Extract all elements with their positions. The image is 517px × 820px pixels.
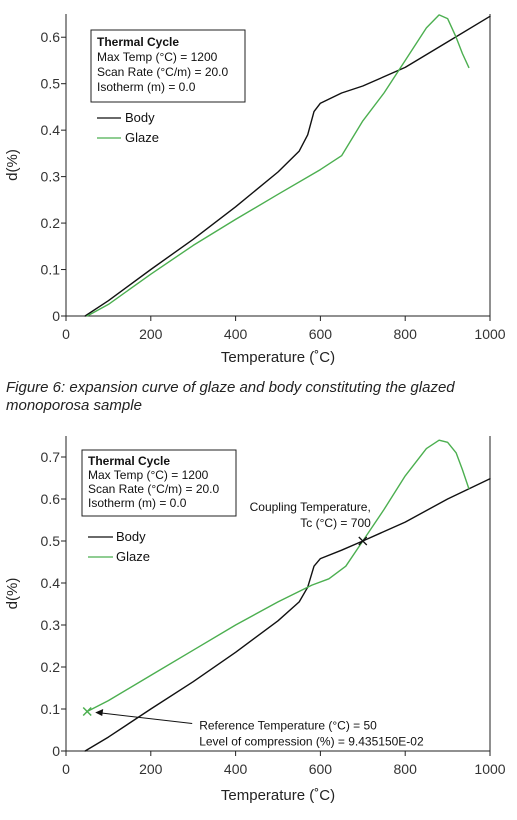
info-box-line: Isotherm (m) = 0.0 [97,80,196,94]
info-box-line: Isotherm (m) = 0.0 [88,496,187,510]
x-tick-label: 600 [309,326,333,342]
y-tick-label: 0.3 [41,169,61,185]
series-line-body [84,478,491,752]
series-group [84,14,491,317]
y-tick-label: 0.3 [41,617,61,633]
info-box: Thermal Cycle Max Temp (°C) = 1200 Scan … [90,29,246,103]
info-box-title: Thermal Cycle [88,454,170,468]
info-box-line: Max Temp (°C) = 1200 [88,468,209,482]
y-tick-label: 0.6 [41,491,61,507]
info-box-frame [90,29,246,103]
x-tick-label: 400 [224,761,248,777]
x-tick-label: 200 [139,761,163,777]
reference-label-line-2: Level of compression (%) = 9.435150E-02 [199,735,424,749]
reference-label-line-1: Reference Temperature (°C) = 50 [199,719,377,733]
series-line-glaze [86,14,470,317]
chart-2: 0 200 400 600 800 1000 0 0.1 0.2 0.3 0.4 0.5 0.6 0.7 T… [4,436,506,804]
x-tick-label: 1000 [474,761,505,777]
y-tick-label: 0.4 [41,122,61,138]
info-box-line: Scan Rate (°C/m) = 20.0 [97,65,229,79]
x-axis-title: Temperature (˚C) [221,787,335,804]
y-axis-title: d(%) [4,149,21,181]
info-box-title: Thermal Cycle [97,35,179,49]
coupling-marker [358,536,368,546]
series-line-body [84,15,491,317]
y-tick-label: 0.2 [41,215,61,231]
y-tick-label: 0.5 [41,76,61,92]
info-box-frame [81,449,237,517]
info-box-line: Scan Rate (°C/m) = 20.0 [88,482,220,496]
legend: Body Glaze [97,110,159,145]
legend-label-body: Body [125,110,155,125]
x-tick-label: 400 [224,326,248,342]
x-tick-label: 200 [139,326,163,342]
annotations: Coupling Temperature, Tc (°C) = 700 Refere… [82,500,424,749]
x-tick-label: 0 [62,761,70,777]
coupling-label-line-1: Coupling Temperature, [250,500,371,514]
y-tick-label: 0 [52,743,60,759]
chart-1: 0 200 400 600 800 1000 0 0.1 0.2 0.3 0.4 0.5 0.6 Temp… [4,14,506,366]
x-tick-label: 0 [62,326,70,342]
coupling-label-line-2: Tc (°C) = 700 [300,516,371,530]
y-tick-label: 0.2 [41,659,61,675]
legend-label-glaze: Glaze [116,549,150,564]
x-tick-label: 600 [309,761,333,777]
legend-label-glaze: Glaze [125,130,159,145]
y-tick-label: 0 [52,308,60,324]
y-tick-label: 0.5 [41,533,61,549]
legend: Body Glaze [88,529,150,564]
x-axis-title: Temperature (˚C) [221,349,335,366]
info-box: Thermal Cycle Max Temp (°C) = 1200 Scan … [81,449,237,517]
axes: 0 200 400 600 800 1000 0 0.1 0.2 0.3 0.4 0.5 0.6 Temp… [4,14,506,366]
figure-caption: Figure 6: expansion curve of glaze and b… [6,379,455,414]
reference-marker [82,706,92,717]
x-tick-label: 800 [394,326,418,342]
y-axis-title: d(%) [4,578,21,610]
reference-leader-line [97,712,193,725]
y-tick-label: 0.4 [41,575,61,591]
y-tick-label: 0.6 [41,29,61,45]
y-tick-label: 0.1 [41,262,61,278]
info-box-line: Max Temp (°C) = 1200 [97,50,218,64]
series-line-glaze [86,439,470,713]
y-tick-label: 0.7 [41,449,61,465]
reference-arrowhead [95,709,104,717]
x-tick-label: 800 [394,761,418,777]
x-tick-label: 1000 [474,326,505,342]
legend-label-body: Body [116,529,146,544]
axes: 0 200 400 600 800 1000 0 0.1 0.2 0.3 0.4 0.5 0.6 0.7 T… [4,436,506,804]
y-tick-label: 0.1 [41,701,61,717]
series-group [84,439,491,752]
